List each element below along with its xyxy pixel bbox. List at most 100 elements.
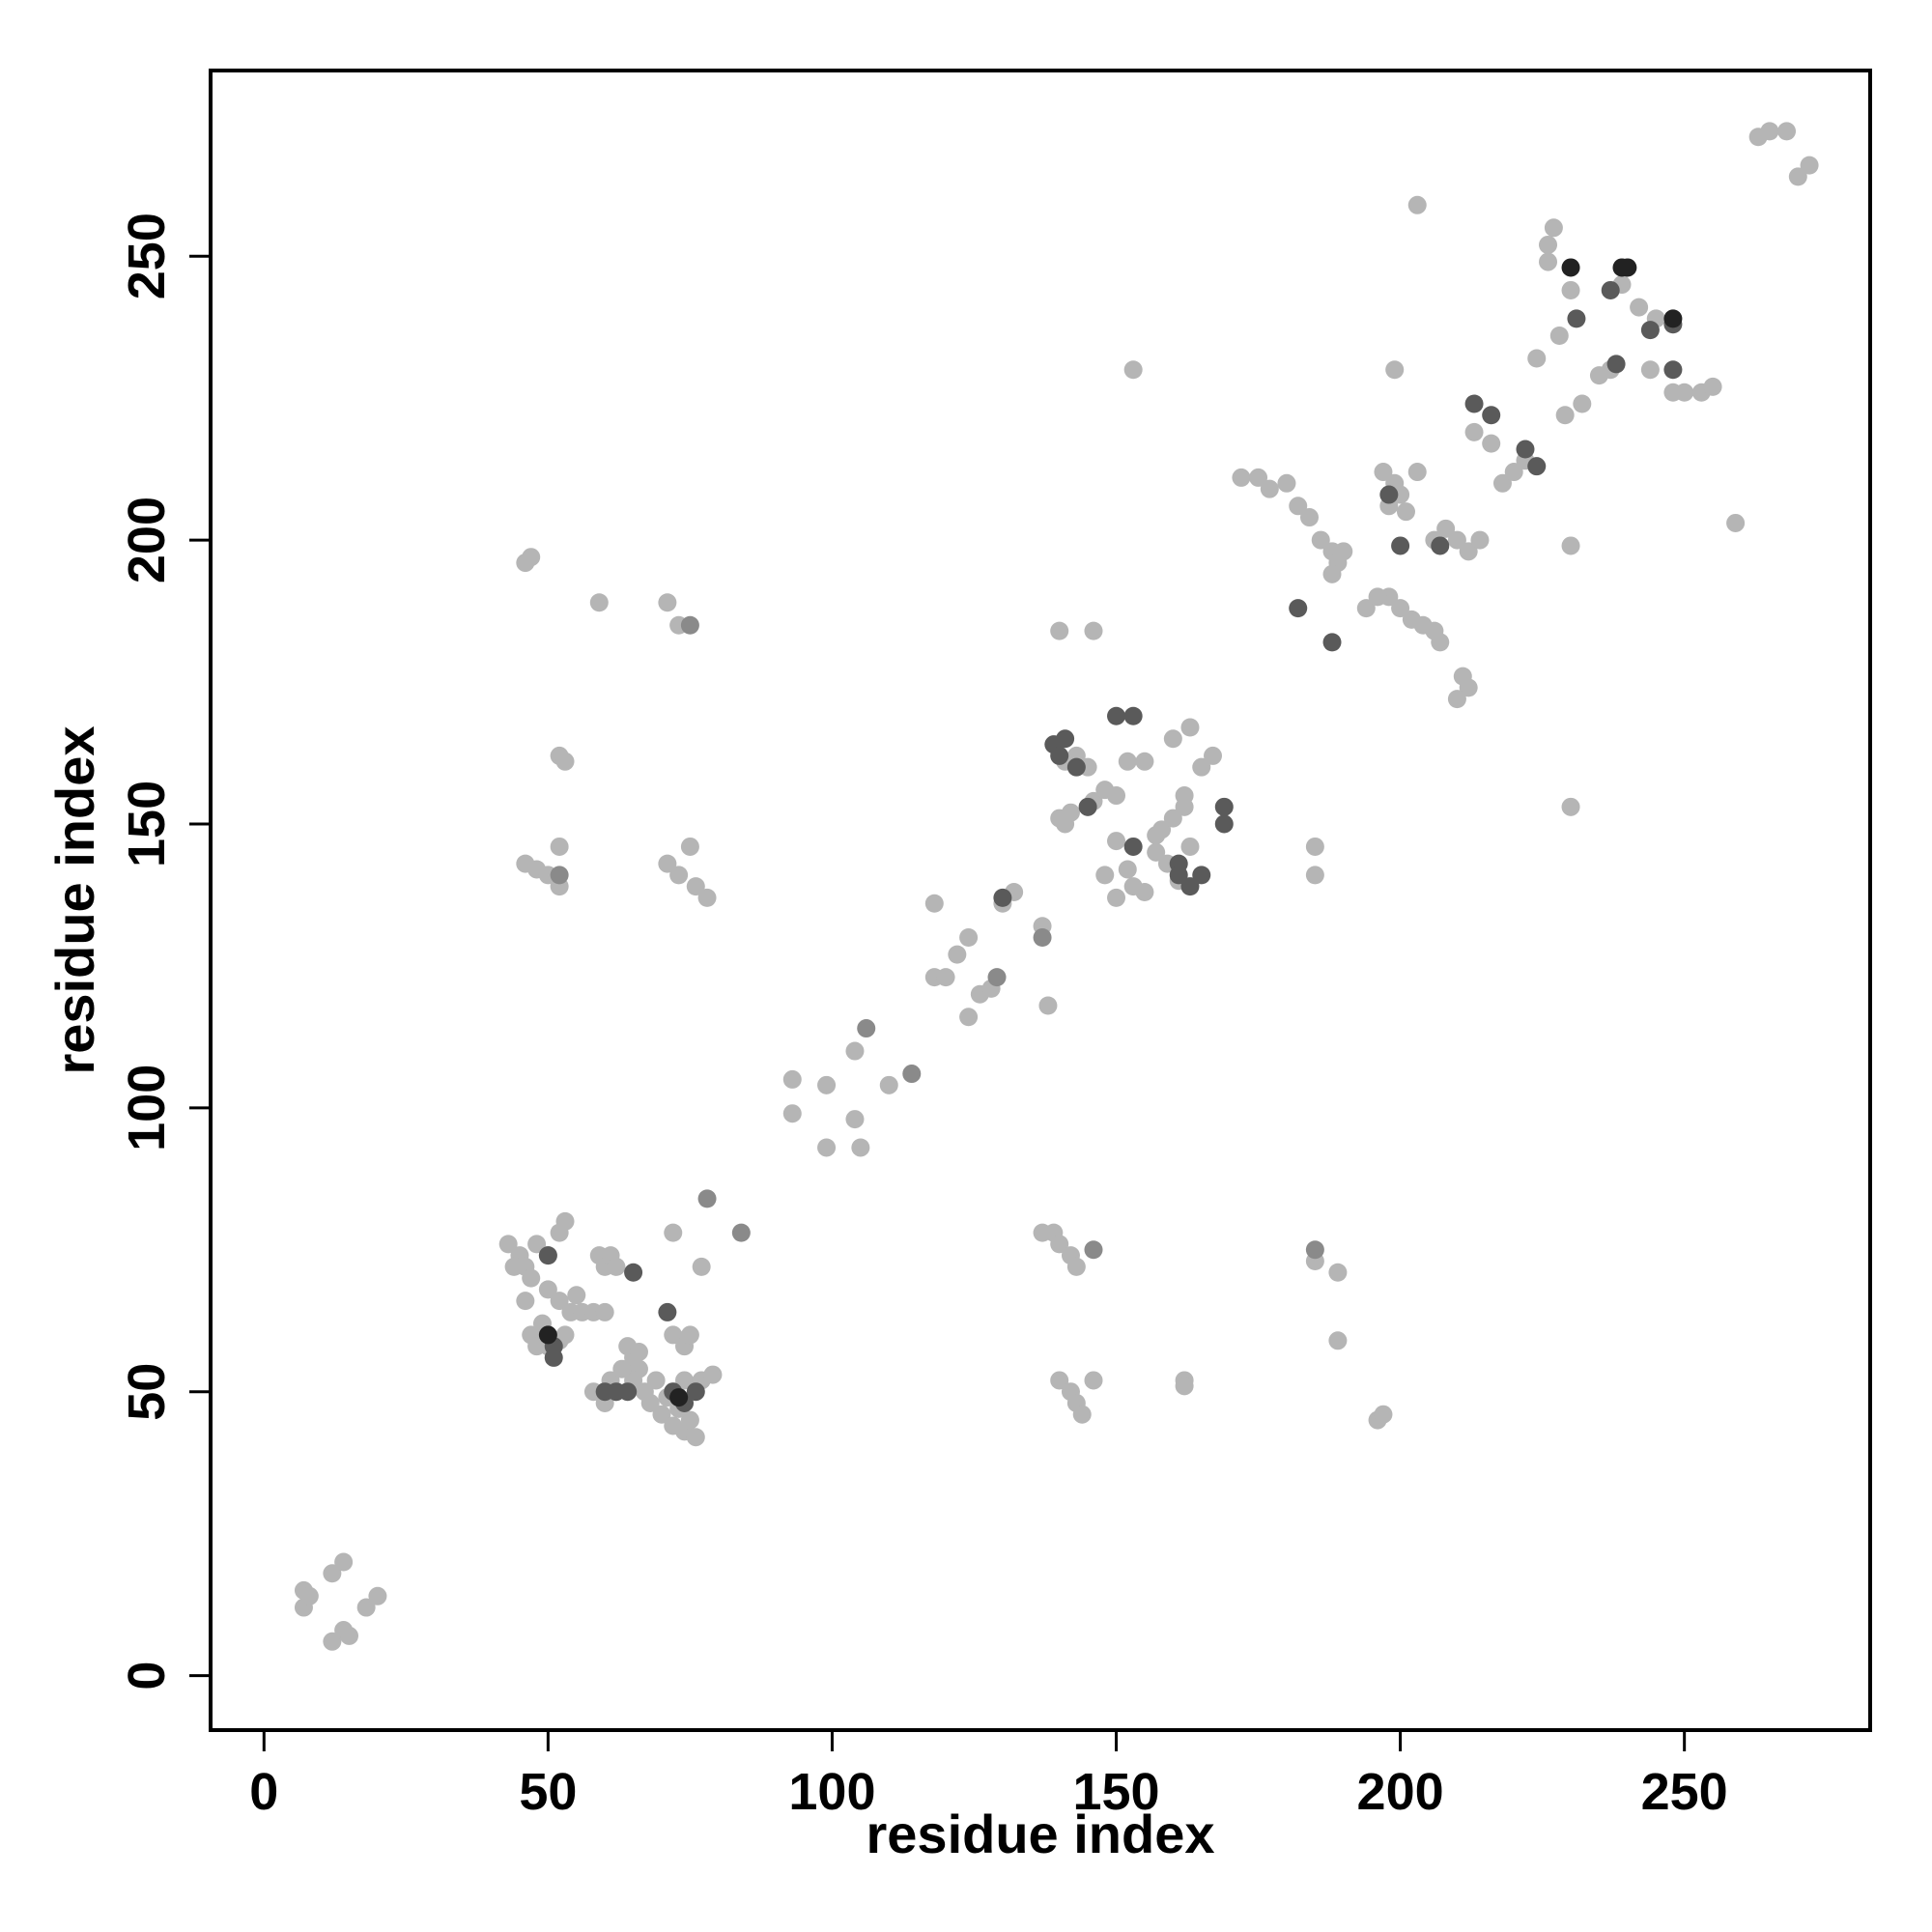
point (538, 1246, 557, 1265)
point (1561, 258, 1580, 277)
point (845, 1110, 865, 1129)
point (1123, 706, 1143, 725)
point (731, 1223, 751, 1242)
point (1549, 326, 1569, 345)
point (1447, 530, 1466, 550)
point (1066, 1257, 1086, 1276)
point (1464, 422, 1484, 441)
point (550, 866, 569, 885)
y-axis-label: residue index (44, 725, 105, 1074)
point (680, 1325, 699, 1345)
x-tick-label: 250 (1641, 1763, 1728, 1821)
point (1214, 814, 1234, 834)
point (527, 1235, 547, 1254)
point (1777, 122, 1797, 141)
point (1663, 309, 1683, 328)
point (1084, 1240, 1103, 1260)
point (1539, 235, 1558, 254)
point (1760, 122, 1779, 141)
point (1396, 502, 1415, 522)
point (987, 968, 1007, 987)
y-tick-label: 100 (118, 1065, 176, 1151)
point (1180, 718, 1200, 737)
point (1391, 536, 1410, 555)
point (1374, 463, 1393, 482)
x-tick-label: 200 (1357, 1763, 1444, 1821)
point (669, 866, 689, 885)
point (1459, 678, 1478, 697)
point (1135, 882, 1154, 901)
y-tick-label: 0 (118, 1662, 176, 1690)
point (1072, 1405, 1092, 1424)
point (652, 1405, 671, 1424)
x-tick-label: 0 (249, 1763, 278, 1821)
point (618, 1382, 638, 1402)
point (550, 1292, 569, 1311)
point (1328, 1263, 1348, 1282)
point (356, 1598, 376, 1617)
point (1328, 1331, 1348, 1350)
point (498, 1235, 518, 1254)
point (555, 1325, 575, 1345)
point (1277, 473, 1296, 493)
point (1516, 440, 1535, 459)
point (879, 1075, 898, 1094)
point (1703, 377, 1722, 396)
point (1038, 996, 1058, 1015)
point (686, 1382, 705, 1402)
point (595, 1302, 614, 1321)
point (1311, 530, 1330, 550)
point (1482, 406, 1501, 425)
point (1289, 599, 1308, 618)
point (1459, 542, 1478, 561)
y-tick-label: 200 (118, 497, 176, 583)
point (1084, 1371, 1103, 1390)
point (589, 593, 609, 612)
point (1066, 757, 1086, 777)
point (782, 1069, 802, 1089)
point (1180, 837, 1200, 856)
point (1464, 394, 1484, 413)
point (1618, 258, 1637, 277)
point (1470, 530, 1490, 550)
point (1180, 877, 1200, 896)
point (1289, 497, 1308, 516)
point (1527, 457, 1547, 476)
point (1175, 1377, 1194, 1396)
point (1385, 360, 1405, 380)
point (522, 548, 541, 567)
point (1640, 360, 1660, 380)
point (504, 1257, 524, 1276)
point (924, 894, 944, 913)
point (555, 752, 575, 771)
point (1061, 803, 1080, 822)
point (993, 888, 1012, 907)
point (323, 1564, 342, 1583)
point (1107, 786, 1126, 806)
point (1431, 536, 1450, 555)
point (959, 1008, 979, 1027)
point (1322, 564, 1342, 583)
y-tick-label: 250 (118, 213, 176, 299)
point (664, 1223, 683, 1242)
point (1567, 309, 1586, 328)
point (680, 837, 699, 856)
point (1118, 752, 1137, 771)
point (1232, 468, 1251, 487)
x-axis-label: residue index (866, 1804, 1214, 1864)
point (680, 615, 699, 635)
point (1135, 752, 1154, 771)
point (1260, 479, 1279, 498)
point (1123, 360, 1143, 380)
point (1368, 587, 1387, 607)
point (1163, 729, 1182, 749)
point (851, 1138, 870, 1157)
point (299, 1586, 319, 1605)
point (516, 1292, 535, 1311)
point (1123, 837, 1143, 856)
point (1249, 468, 1268, 487)
point (817, 1075, 837, 1094)
point (1407, 195, 1427, 214)
point (1561, 536, 1580, 555)
